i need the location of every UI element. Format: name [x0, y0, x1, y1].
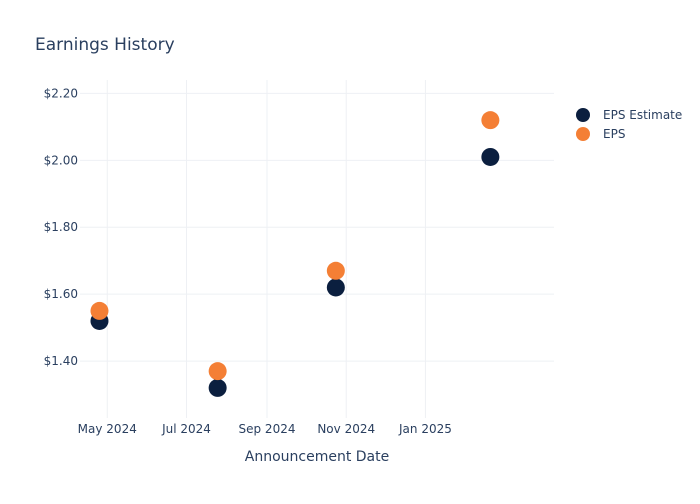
legend-marker-eps-estimate: [576, 108, 590, 122]
eps-point: [326, 261, 345, 280]
eps-point: [90, 301, 109, 320]
eps-point: [481, 111, 500, 130]
x-tick-label: May 2024: [78, 422, 137, 436]
x-tick-label: Sep 2024: [239, 422, 296, 436]
x-tick-label: Jul 2024: [161, 422, 211, 436]
legend-marker-eps: [576, 127, 590, 141]
eps-estimate-point: [326, 278, 345, 297]
y-tick-label: $1.60: [44, 287, 78, 301]
legend: EPS Estimate EPS: [576, 108, 682, 141]
y-tick-label: $2.00: [44, 153, 78, 167]
y-tick-label: $1.80: [44, 220, 78, 234]
data-markers: [90, 111, 500, 397]
y-tick-label: $1.40: [44, 354, 78, 368]
chart-title: Earnings History: [35, 35, 175, 55]
x-tick-label: Nov 2024: [317, 422, 375, 436]
legend-label-eps: EPS: [603, 127, 625, 141]
grid-lines: [80, 80, 554, 418]
eps-point: [208, 362, 227, 381]
legend-label-eps-estimate: EPS Estimate: [603, 108, 682, 122]
axes: $1.40 $1.60 $1.80 $2.00 $2.20 May 2024 Jul 202…: [44, 86, 452, 436]
x-axis-title: Announcement Date: [245, 449, 389, 465]
eps-estimate-point: [481, 147, 500, 166]
y-tick-label: $2.20: [44, 86, 78, 100]
x-tick-label: Jan 2025: [398, 422, 452, 436]
eps-estimate-point: [208, 378, 227, 397]
